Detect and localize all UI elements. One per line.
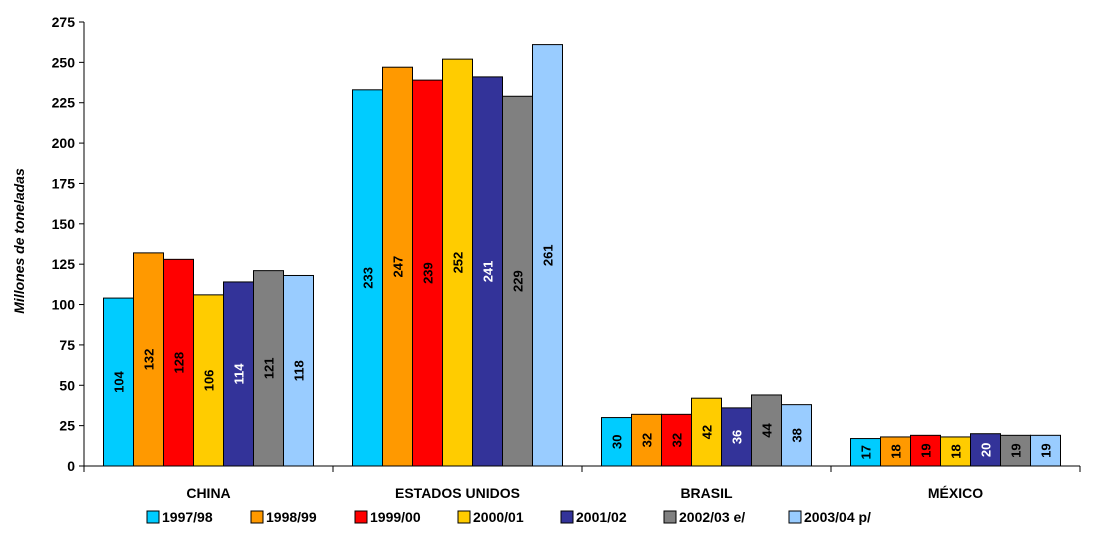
legend-swatch: [663, 510, 677, 524]
legend-swatch: [788, 510, 802, 524]
y-tick-label: 0: [67, 458, 75, 474]
data-label: 38: [790, 428, 805, 442]
bar: [223, 281, 254, 467]
data-label: 44: [760, 422, 775, 437]
legend-label: 2001/02: [576, 509, 627, 525]
data-label: 19: [1009, 443, 1024, 457]
bar: [532, 44, 563, 467]
bar: [910, 434, 941, 467]
data-label: 19: [919, 443, 934, 457]
bar: [880, 436, 911, 467]
bar: [1030, 434, 1061, 467]
legend-label: 2002/03 e/: [679, 509, 745, 525]
data-label: 247: [391, 256, 406, 278]
bar: [970, 433, 1001, 467]
data-label: 18: [889, 444, 904, 458]
legend-label: 1999/00: [370, 509, 421, 525]
y-tick-label: 75: [59, 337, 75, 353]
y-axis: 0 25 50 75 100 125 150 175 200 225 250 275: [52, 14, 85, 474]
data-label: 32: [670, 433, 685, 447]
data-label: 30: [610, 435, 625, 449]
x-category-label: ESTADOS UNIDOS: [395, 485, 520, 501]
data-label: 106: [202, 370, 217, 392]
data-label: 233: [361, 267, 376, 289]
data-label: 42: [700, 425, 715, 439]
bar: [103, 297, 134, 467]
bar: [163, 258, 194, 467]
y-tick-label: 225: [52, 95, 76, 111]
data-label: 261: [541, 244, 556, 266]
y-tick-label: 50: [59, 377, 75, 393]
x-category-label: MÉXICO: [928, 485, 983, 501]
data-label: 104: [112, 370, 127, 392]
legend-swatch: [146, 510, 160, 524]
data-label: 239: [421, 262, 436, 284]
legend-label: 2003/04 p/: [804, 509, 871, 525]
legend-swatch: [560, 510, 574, 524]
y-tick-label: 100: [52, 297, 76, 313]
y-tick-label: 25: [59, 418, 75, 434]
bar: [781, 404, 812, 467]
legend-label: 1997/98: [162, 509, 213, 525]
data-label: 18: [949, 444, 964, 458]
data-label: 114: [232, 363, 247, 385]
legend-swatch: [354, 510, 368, 524]
data-label: 121: [262, 357, 277, 379]
bar: [442, 58, 473, 467]
data-label: 17: [859, 445, 874, 459]
bar: [283, 274, 314, 467]
y-tick-label: 125: [52, 256, 76, 272]
data-label: 19: [1039, 443, 1054, 457]
bar: [382, 66, 413, 467]
bar: [352, 89, 383, 467]
bar: [253, 270, 284, 467]
data-label: 229: [511, 270, 526, 292]
x-category-label: CHINA: [186, 485, 230, 501]
y-tick-label: 200: [52, 135, 76, 151]
bar: [193, 294, 224, 467]
data-label: 32: [640, 433, 655, 447]
data-labels-group: 104 132 128 106 114 121 118 233 247 239 252 241 229 2…: [112, 244, 1054, 459]
y-axis-title: Millones de toneladas: [11, 168, 27, 314]
data-label: 252: [451, 252, 466, 274]
data-label: 118: [292, 360, 307, 381]
data-label: 241: [481, 261, 496, 283]
data-label: 128: [172, 352, 187, 374]
bar: [412, 79, 443, 467]
x-axis: CHINA ESTADOS UNIDOS BRASIL MÉXICO: [83, 465, 1081, 501]
legend-label: 1998/99: [266, 509, 317, 525]
y-tick-label: 175: [52, 175, 76, 191]
data-label: 20: [979, 443, 994, 457]
legend: 1997/98 1998/99 1999/00 2000/01 2001/02 2002/…: [146, 509, 871, 525]
bar: [133, 252, 164, 467]
legend-swatch: [457, 510, 471, 524]
y-tick-label: 150: [52, 216, 76, 232]
bar: [751, 394, 782, 467]
bars-group: [103, 44, 1061, 467]
bar: [1000, 434, 1031, 467]
legend-swatch: [250, 510, 264, 524]
bar: [940, 436, 971, 467]
legend-label: 2000/01: [473, 509, 524, 525]
y-tick-label: 250: [52, 54, 76, 70]
data-label: 36: [730, 430, 745, 444]
data-label: 132: [142, 349, 157, 371]
y-tick-label: 275: [52, 14, 76, 30]
x-category-label: BRASIL: [680, 485, 733, 501]
bar: [601, 417, 632, 467]
